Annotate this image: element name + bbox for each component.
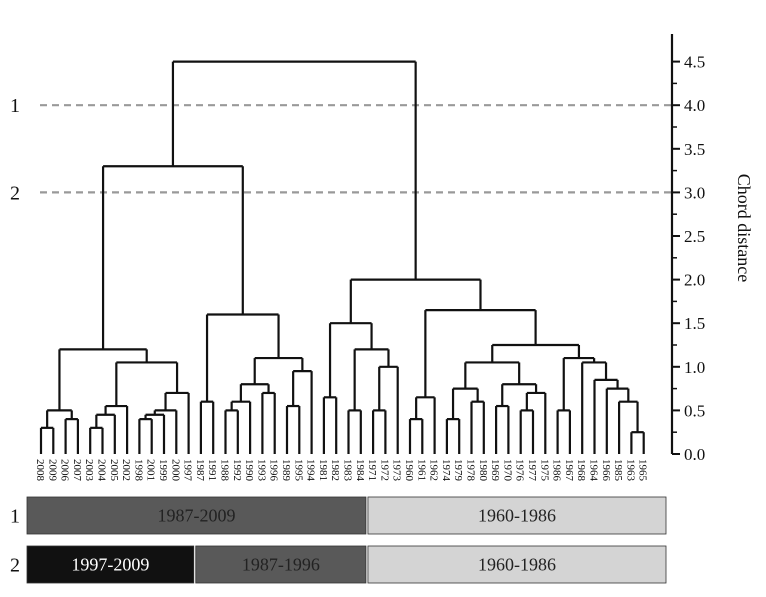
leaf-label-1974: 1974 [440,459,452,482]
leaf-label-1985: 1985 [612,459,624,482]
leaf-label-1999: 1999 [157,459,169,482]
y-tick-label-5: 2.5 [684,227,705,246]
leaf-label-2001: 2001 [145,459,157,481]
partition-bar-label-2-0: 1997-2009 [71,555,149,575]
leaf-label-1960: 1960 [403,459,415,482]
leaf-label-1995: 1995 [292,459,304,482]
partition-row-label-2: 2 [10,555,20,577]
cut-line-label-2: 2 [10,182,20,204]
dendrogram-tree [39,60,645,454]
y-tick-label-9: 4.5 [684,53,705,72]
leaf-label-1964: 1964 [588,459,600,482]
leaf-label-1981: 1981 [317,459,329,481]
y-axis: 0.0 0.5 1.0 1.5 2.0 2.5 3.0 3.5 4.0 4.5 [670,34,705,464]
leaf-label-2004: 2004 [96,459,108,482]
partition-bars: 1 1987-2009 1960-1986 2 1997-2009 1987-1996 19… [10,496,667,584]
y-tick-label-0: 0.0 [684,445,705,464]
partition-row-label-1: 1 [10,506,20,528]
leaf-label-1986: 1986 [551,459,563,482]
leaf-label-1994: 1994 [305,459,317,482]
partition-bar-2-0 [26,545,195,584]
y-axis-label: Chord distance [734,174,754,282]
y-tick-label-6: 3.0 [684,183,705,202]
leaf-label-1996: 1996 [268,459,280,482]
leaf-label-1990: 1990 [243,459,255,482]
leaf-label-1989: 1989 [280,459,292,482]
leaf-label-2005: 2005 [108,459,120,482]
leaf-label-1965: 1965 [637,459,649,482]
leaf-label-2002: 2002 [120,459,132,481]
cut-lines: 12 [10,95,672,204]
cut-line-label-1: 1 [10,95,20,117]
leaf-label-1988: 1988 [219,459,231,482]
leaf-label-2003: 2003 [83,459,95,482]
leaf-label-1993: 1993 [255,459,267,482]
leaf-label-1983: 1983 [342,459,354,482]
leaf-label-1991: 1991 [206,459,218,481]
leaf-label-1982: 1982 [329,459,341,481]
leaf-label-1962: 1962 [428,459,440,481]
y-tick-label-4: 2.0 [684,271,705,290]
leaf-label-1970: 1970 [501,459,513,482]
y-tick-label-1: 0.5 [684,401,705,420]
leaf-label-2007: 2007 [71,459,83,482]
y-tick-label-3: 1.5 [684,314,705,333]
leaf-label-1977: 1977 [526,459,538,482]
partition-bar-label-2-1: 1987-1996 [242,555,320,575]
partition-bar-label-2-2: 1960-1986 [478,555,556,575]
partition-bar-label-1-1: 1960-1986 [478,506,556,526]
leaf-label-1987: 1987 [194,459,206,482]
leaf-label-1963: 1963 [624,459,636,482]
leaf-label-2009: 2009 [46,459,58,482]
leaf-label-1971: 1971 [366,459,378,481]
partition-bar-label-1-0: 1987-2009 [157,506,235,526]
leaf-label-1967: 1967 [563,459,575,482]
leaf-label-1998: 1998 [132,459,144,482]
leaf-label-1966: 1966 [600,459,612,482]
partition-bar-1-0 [26,496,367,535]
y-tick-label-2: 1.0 [684,358,705,377]
y-tick-label-8: 4.0 [684,96,705,115]
leaf-label-1992: 1992 [231,459,243,481]
leaf-label-1961: 1961 [415,459,427,481]
leaf-label-2008: 2008 [34,459,46,482]
y-tick-label-7: 3.5 [684,140,705,159]
leaf-label-1968: 1968 [575,459,587,482]
leaf-label-1978: 1978 [465,459,477,482]
leaf-label-1975: 1975 [538,459,550,482]
partition-bar-2-1 [195,545,367,584]
leaf-label-1979: 1979 [452,459,464,482]
leaf-label-1976: 1976 [514,459,526,482]
leaf-label-1972: 1972 [378,459,390,481]
leaf-labels: 2008 2009 2006 2007 2003 2004 2005 2002 1998 2001… [34,459,649,482]
partition-bar-1-1 [367,496,667,535]
leaf-label-1973: 1973 [391,459,403,482]
leaf-label-1980: 1980 [477,459,489,482]
leaf-label-1997: 1997 [182,459,194,482]
leaf-label-2000: 2000 [169,459,181,482]
partition-bar-2-2 [367,545,667,584]
leaf-label-2006: 2006 [59,459,71,482]
leaf-label-1984: 1984 [354,459,366,482]
leaf-label-1969: 1969 [489,459,501,482]
